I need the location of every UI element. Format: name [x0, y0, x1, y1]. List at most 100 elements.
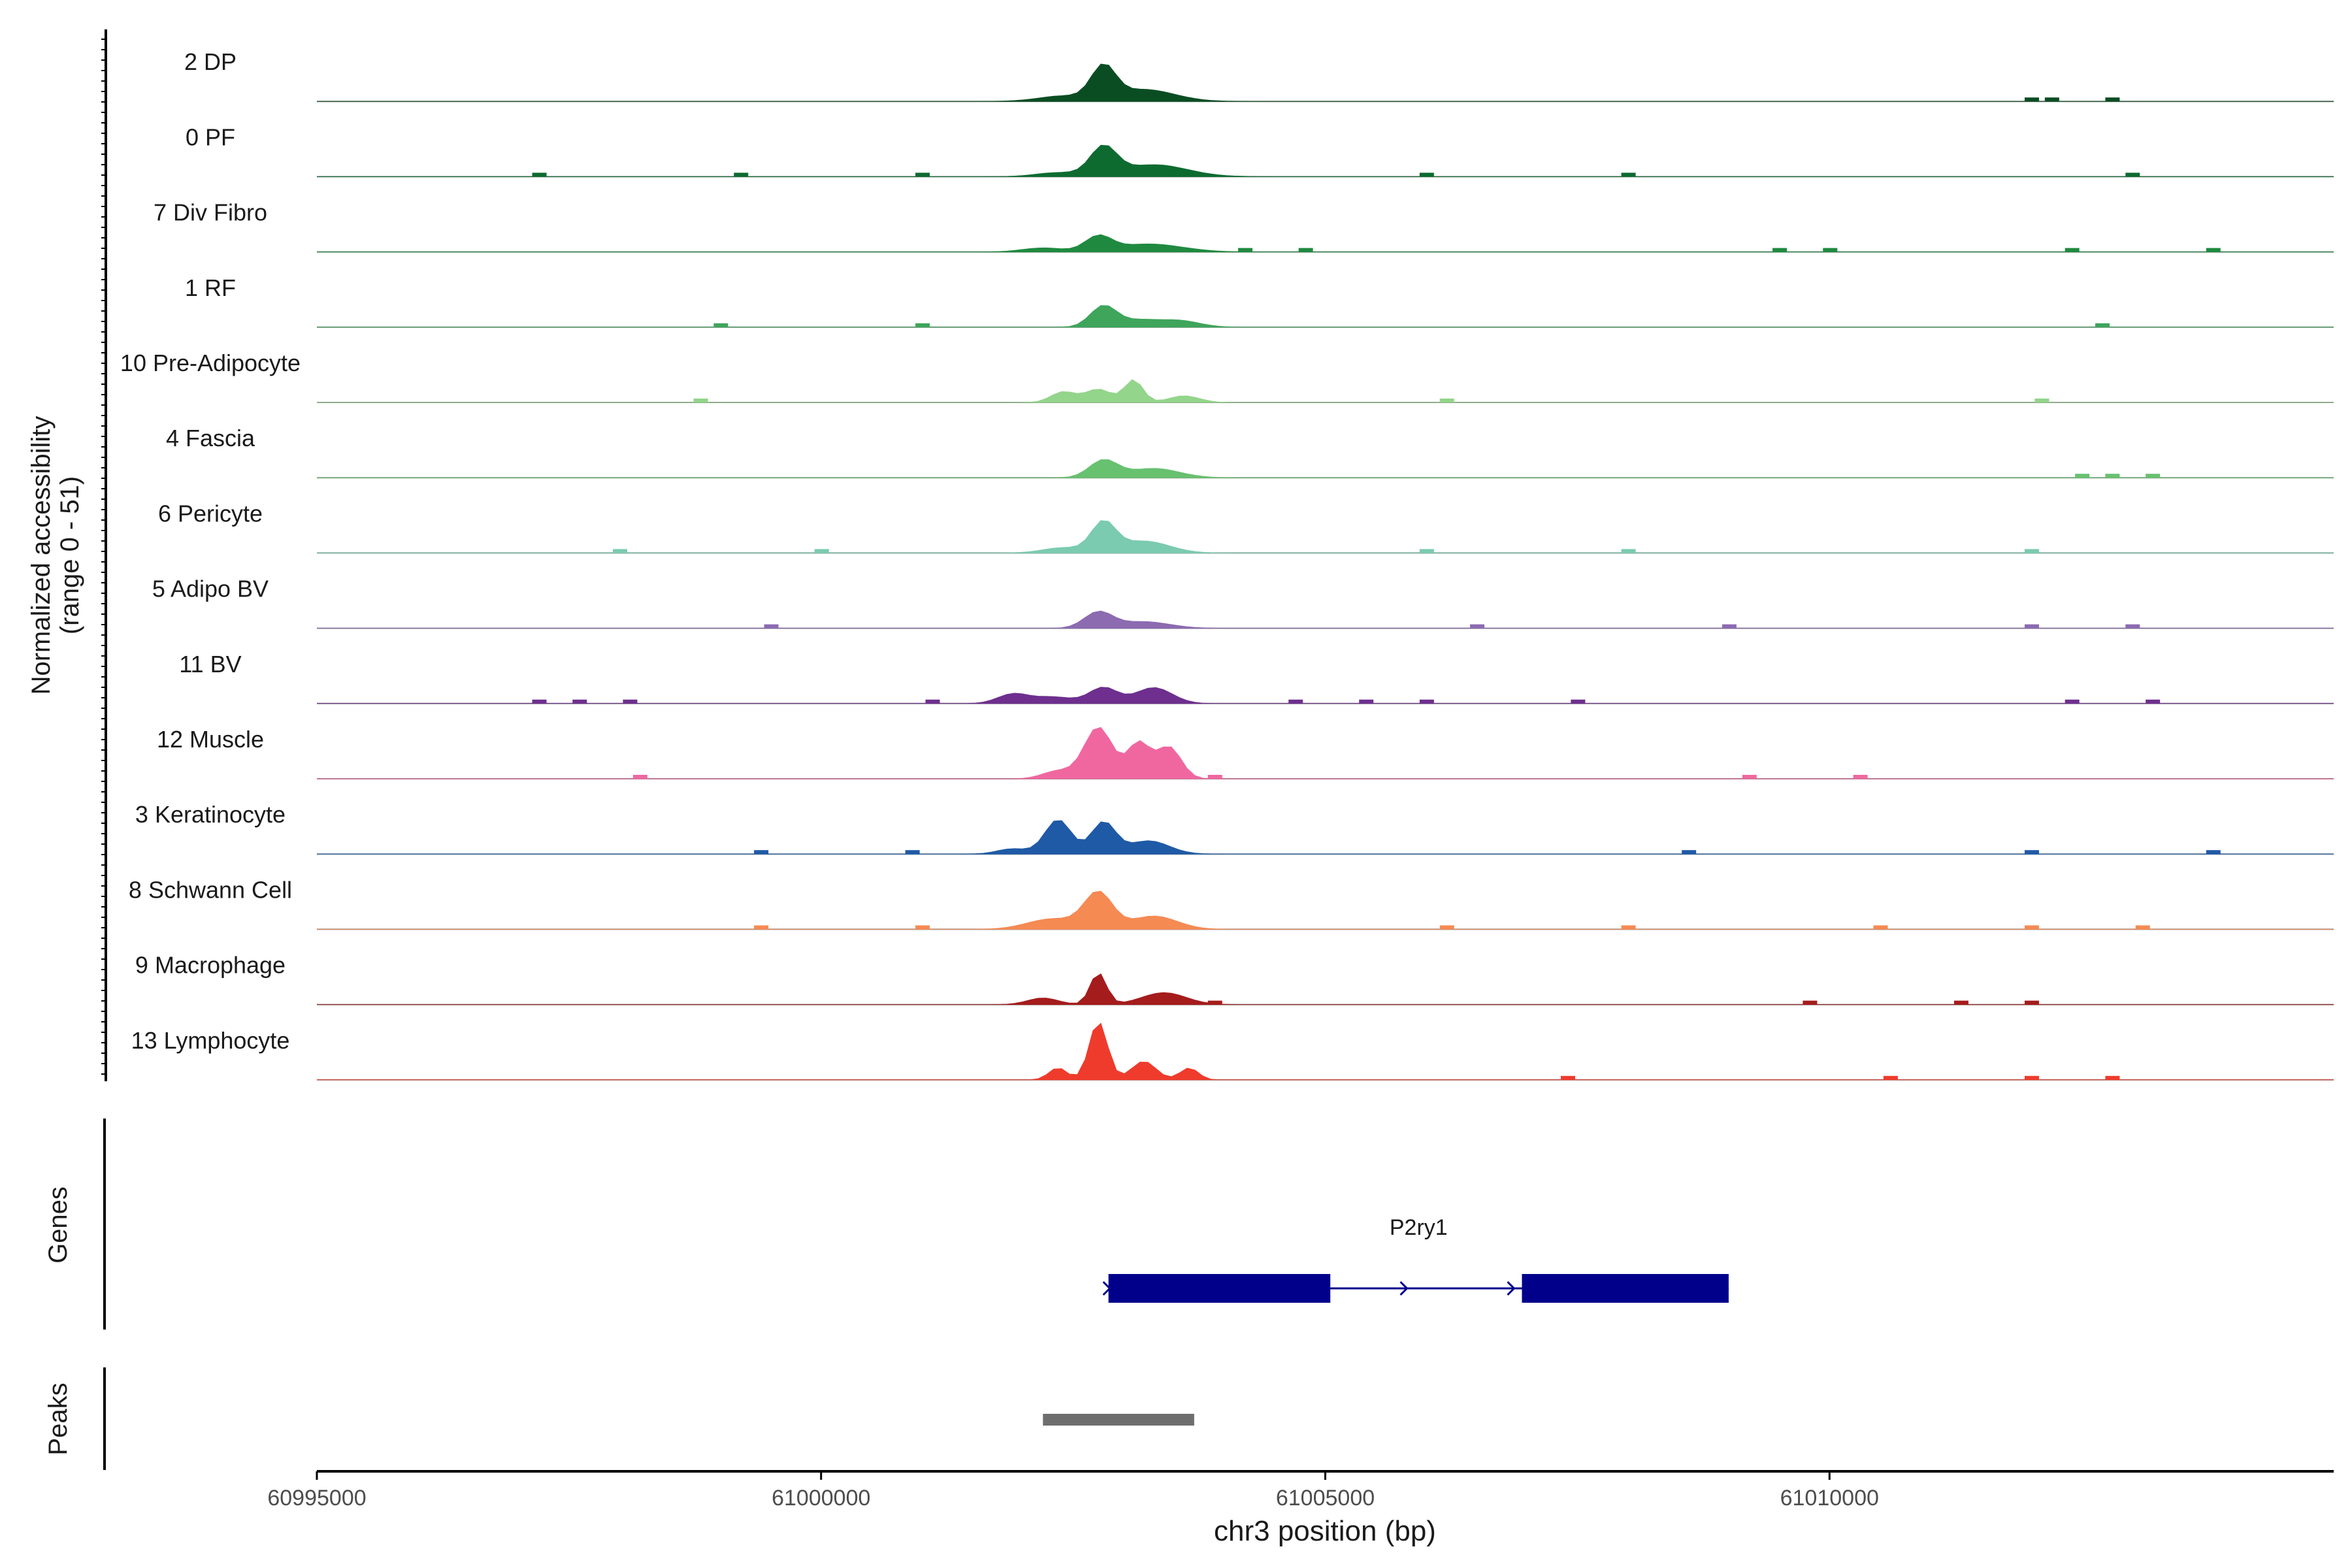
strand-arrow-icon	[1507, 1281, 1516, 1296]
track-noise-mark	[1722, 624, 1737, 629]
track-noise-mark	[1298, 248, 1313, 252]
gene-exon	[1108, 1274, 1331, 1303]
track-label: 8 Schwann Cell	[129, 876, 292, 903]
track: 1 RF	[185, 274, 2334, 328]
track-noise-mark	[1238, 248, 1253, 252]
track-label: 4 Fascia	[166, 425, 255, 451]
track-noise-mark	[713, 323, 728, 327]
track-signal	[317, 687, 2334, 704]
track-noise-mark	[1772, 248, 1788, 252]
track-noise-mark	[754, 850, 769, 855]
track-noise-mark	[2075, 474, 2090, 478]
x-tick-label: 61010000	[1780, 1486, 1879, 1511]
track-noise-mark	[2034, 399, 2050, 402]
track-signal	[317, 305, 2334, 328]
track-signal	[317, 144, 2334, 177]
peaks-panel-label: Peaks	[44, 1382, 73, 1455]
track-label: 7 Div Fibro	[154, 199, 267, 226]
track-noise-mark	[1621, 925, 1636, 930]
track: 7 Div Fibro	[154, 199, 2334, 253]
track-signal	[317, 234, 2334, 253]
track-noise-mark	[1853, 775, 1868, 779]
track: 13 Lymphocyte	[131, 1022, 2334, 1081]
track-noise-mark	[1571, 699, 1586, 704]
track-label: 10 Pre-Adipocyte	[120, 350, 301, 376]
track-noise-mark	[905, 850, 920, 855]
track: 4 Fascia	[166, 425, 2334, 479]
track-noise-mark	[1419, 549, 1434, 553]
track-signal	[317, 820, 2334, 855]
track-noise-mark	[2065, 699, 2080, 704]
x-tick-label: 61005000	[1276, 1486, 1375, 1511]
track-noise-mark	[754, 925, 769, 930]
track-label: 5 Adipo BV	[152, 576, 269, 602]
track-label: 11 BV	[179, 651, 241, 678]
gene-label: P2ry1	[1390, 1215, 1448, 1240]
track-noise-mark	[1823, 248, 1838, 252]
track-noise-mark	[2024, 549, 2039, 553]
track-noise-mark	[2105, 1075, 2120, 1080]
track-noise-mark	[2206, 248, 2221, 252]
track-label: 6 Pericyte	[158, 500, 263, 527]
y-axis-label: Normalized accessibility	[27, 416, 56, 695]
track-noise-mark	[2125, 172, 2140, 177]
coverage-y-minor-ticks	[101, 39, 106, 1075]
track-noise-mark	[1439, 399, 1454, 402]
x-axis-ticks: 60995000 61000000 61005000 61010000	[267, 1471, 1879, 1511]
track-signal	[317, 973, 2334, 1005]
track-noise-mark	[2024, 1000, 2039, 1005]
track: 5 Adipo BV	[152, 576, 2334, 629]
track-noise-mark	[532, 699, 547, 704]
gene-exon	[1522, 1274, 1729, 1303]
track-noise-mark	[1953, 1000, 1968, 1005]
x-tick-label: 60995000	[267, 1486, 366, 1511]
track: 3 Keratinocyte	[135, 801, 2334, 855]
track: 9 Macrophage	[135, 952, 2334, 1005]
track-noise-mark	[2125, 624, 2140, 629]
track-noise-mark	[2105, 97, 2120, 102]
track-signal	[317, 727, 2334, 779]
track-noise-mark	[1470, 624, 1485, 629]
track: 12 Muscle	[157, 726, 2334, 779]
track-noise-mark	[1288, 699, 1303, 704]
track-label: 12 Muscle	[157, 726, 264, 753]
track-noise-mark	[693, 399, 708, 402]
track-noise-mark	[1621, 549, 1636, 553]
track-signal	[317, 520, 2334, 553]
track-noise-mark	[2095, 323, 2110, 327]
track-noise-mark	[613, 549, 628, 553]
track-noise-mark	[2024, 97, 2039, 102]
track-noise-mark	[1803, 1000, 1818, 1005]
track-noise-mark	[2024, 925, 2039, 930]
track-noise-mark	[1621, 172, 1636, 177]
track: 10 Pre-Adipocyte	[120, 350, 2334, 403]
track-noise-mark	[915, 323, 930, 327]
genes-panel-label: Genes	[44, 1186, 73, 1264]
track-noise-mark	[915, 925, 930, 930]
track-noise-mark	[1419, 699, 1434, 704]
track-noise-mark	[572, 699, 587, 704]
track-noise-mark	[623, 699, 638, 704]
track-noise-mark	[2044, 97, 2059, 102]
peak-track	[1043, 1414, 1194, 1426]
track: 2 DP	[184, 48, 2334, 103]
track-signal	[317, 459, 2334, 478]
track-noise-mark	[2206, 850, 2221, 855]
x-axis-label: chr3 position (bp)	[1214, 1515, 1436, 1547]
track-noise-mark	[1682, 850, 1697, 855]
track-noise-mark	[1207, 775, 1222, 779]
track-noise-mark	[1359, 699, 1374, 704]
track-noise-mark	[915, 172, 930, 177]
track-noise-mark	[2135, 925, 2150, 930]
track-noise-mark	[2024, 850, 2039, 855]
track-noise-mark	[764, 624, 779, 629]
track-noise-mark	[2146, 474, 2161, 478]
y-axis-range-label: (range 0 - 51)	[56, 476, 84, 634]
track-noise-mark	[814, 549, 829, 553]
track-noise-mark	[2146, 699, 2161, 704]
track-noise-mark	[925, 699, 940, 704]
track-noise-mark	[1560, 1075, 1575, 1080]
track-signal	[317, 63, 2334, 102]
track-noise-mark	[1207, 1000, 1222, 1005]
track-label: 13 Lymphocyte	[131, 1027, 290, 1054]
